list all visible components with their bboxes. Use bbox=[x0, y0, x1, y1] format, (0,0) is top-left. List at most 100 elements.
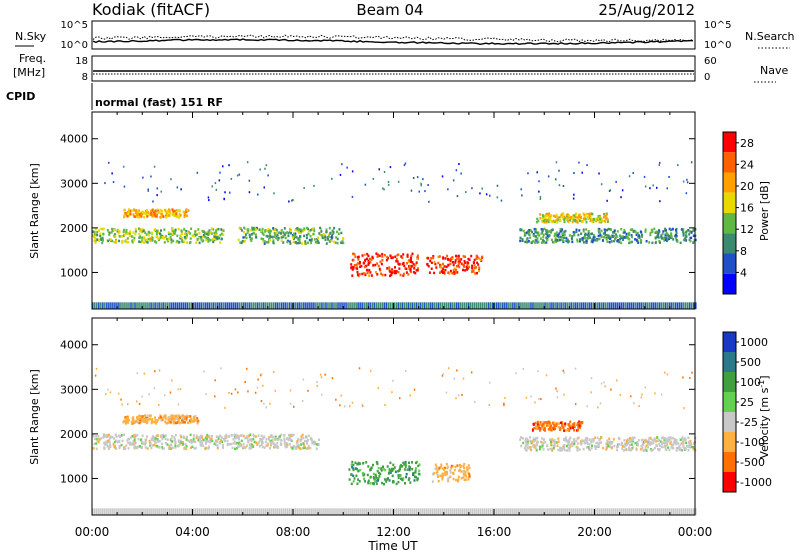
range-cell bbox=[322, 233, 325, 236]
range-cell bbox=[433, 271, 436, 275]
range-cell bbox=[161, 209, 163, 213]
range-cell bbox=[369, 467, 372, 471]
range-cell bbox=[101, 239, 104, 242]
range-cell bbox=[675, 449, 678, 452]
range-cell bbox=[260, 229, 263, 232]
range-cell bbox=[318, 438, 320, 441]
range-cell bbox=[471, 270, 473, 273]
range-cell bbox=[455, 169, 458, 172]
range-cell bbox=[196, 417, 199, 420]
range-cell bbox=[605, 237, 608, 241]
clutter-cell bbox=[349, 508, 351, 515]
range-cell bbox=[95, 435, 98, 438]
range-cell bbox=[214, 237, 216, 241]
range-cell bbox=[351, 460, 354, 464]
clutter-cell bbox=[540, 508, 542, 515]
clutter-cell bbox=[254, 302, 257, 309]
range-cell bbox=[563, 371, 565, 374]
clutter-cell bbox=[280, 302, 283, 309]
range-cell bbox=[683, 407, 685, 410]
clutter-cell bbox=[341, 508, 343, 515]
clutter-cell bbox=[421, 302, 424, 309]
range-cell bbox=[600, 183, 603, 186]
range-cell bbox=[537, 240, 540, 243]
range-cell bbox=[608, 437, 611, 440]
clutter-cell bbox=[435, 302, 438, 309]
clutter-cell bbox=[614, 508, 617, 515]
range-cell bbox=[158, 440, 161, 443]
range-cell bbox=[394, 271, 397, 275]
range-cell bbox=[167, 421, 170, 424]
clutter-cell bbox=[632, 508, 635, 515]
range-cell bbox=[441, 262, 444, 266]
range-cell bbox=[141, 210, 144, 214]
range-cell bbox=[597, 215, 600, 219]
range-cell bbox=[278, 231, 281, 234]
range-cell bbox=[213, 231, 216, 235]
range-cell bbox=[206, 439, 209, 443]
range-cell bbox=[591, 240, 594, 244]
range-cell bbox=[257, 193, 259, 196]
clutter-cell bbox=[385, 508, 388, 515]
range-cell bbox=[302, 442, 305, 445]
range-cell bbox=[563, 447, 565, 450]
range-cell bbox=[576, 446, 579, 450]
range-cell bbox=[296, 241, 299, 245]
clutter-cell bbox=[329, 302, 331, 309]
range-cell bbox=[327, 238, 330, 241]
range-cell bbox=[548, 230, 550, 233]
clutter-cell bbox=[594, 302, 597, 309]
clutter-cell bbox=[288, 508, 291, 515]
clutter-cell bbox=[506, 508, 508, 515]
range-cell bbox=[534, 421, 537, 425]
range-cell bbox=[405, 463, 407, 466]
range-cell bbox=[379, 472, 382, 476]
range-cell bbox=[266, 444, 269, 447]
clutter-cell bbox=[124, 302, 126, 309]
range-cell bbox=[672, 447, 675, 450]
range-cell bbox=[471, 187, 473, 190]
range-cell bbox=[433, 260, 436, 264]
range-cell bbox=[224, 406, 226, 409]
range-cell bbox=[409, 269, 412, 272]
clutter-cell bbox=[680, 508, 683, 515]
range-cell bbox=[563, 218, 566, 222]
clutter-cell bbox=[357, 508, 359, 515]
range-cell bbox=[118, 445, 121, 448]
clutter-cell bbox=[445, 302, 448, 309]
range-cell bbox=[574, 367, 577, 370]
range-cell bbox=[488, 404, 491, 406]
range-cell bbox=[453, 267, 456, 270]
range-cell bbox=[647, 441, 650, 444]
range-cell bbox=[239, 434, 242, 437]
range-cell bbox=[627, 446, 630, 450]
range-cell bbox=[153, 209, 156, 213]
range-cell bbox=[222, 233, 225, 236]
clutter-cell bbox=[266, 302, 269, 309]
range-cell bbox=[372, 472, 375, 476]
clutter-cell bbox=[383, 302, 386, 309]
range-cell bbox=[176, 234, 179, 238]
clutter-cell bbox=[216, 508, 219, 515]
range-cell bbox=[623, 445, 626, 448]
range-cell bbox=[262, 437, 265, 440]
range-cell bbox=[606, 218, 609, 221]
range-cell bbox=[651, 439, 654, 442]
range-cell bbox=[481, 255, 484, 259]
range-cell bbox=[370, 466, 373, 469]
range-cell bbox=[580, 216, 583, 219]
range-cell bbox=[555, 178, 557, 181]
range-cell bbox=[234, 388, 237, 391]
range-cell bbox=[416, 254, 419, 257]
clutter-cell bbox=[510, 302, 512, 309]
range-cell bbox=[317, 236, 319, 240]
clutter-cell bbox=[578, 302, 581, 309]
range-cell bbox=[308, 238, 311, 242]
colorbar-tick-label: 28 bbox=[740, 137, 754, 150]
range-cell bbox=[629, 436, 631, 440]
range-cell bbox=[139, 414, 142, 418]
clutter-cell bbox=[477, 508, 480, 515]
range-cell bbox=[543, 216, 546, 220]
range-cell bbox=[214, 379, 216, 382]
range-cell bbox=[587, 217, 590, 220]
